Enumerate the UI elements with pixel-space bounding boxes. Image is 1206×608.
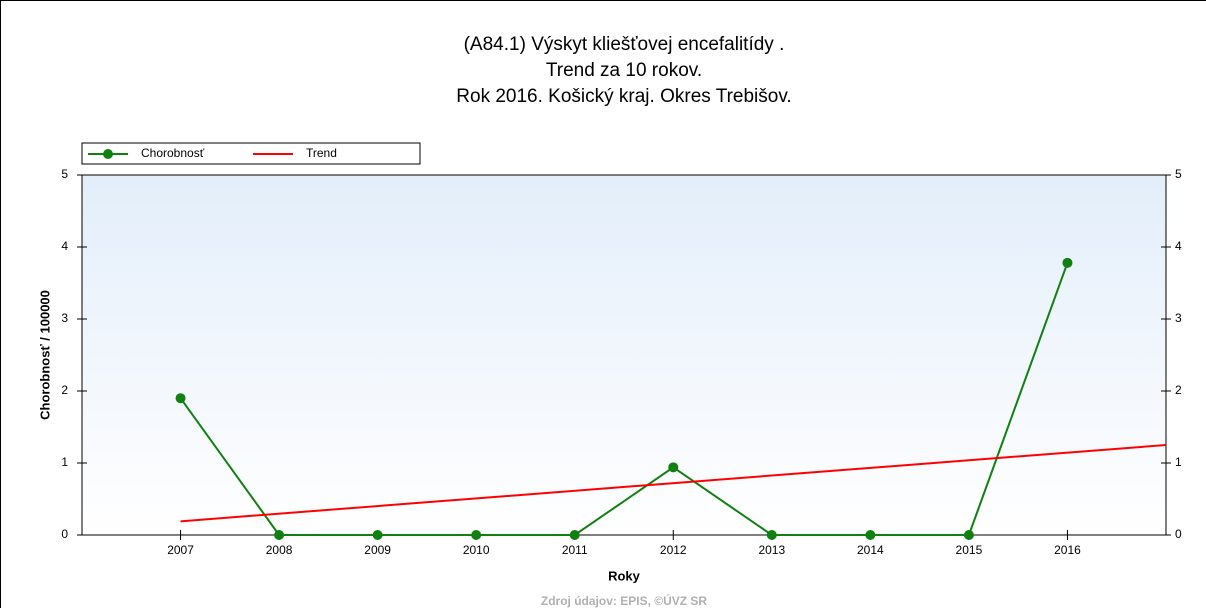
y2-tick-label: 2 [1175, 383, 1182, 397]
x-tick-label: 2016 [1054, 543, 1081, 557]
x-tick-label: 2011 [562, 543, 588, 557]
data-point [865, 530, 876, 540]
y-axis-label: Chorobnosť / 100000 [37, 290, 52, 420]
y2-tick-label: 5 [1175, 167, 1182, 181]
y-tick-label: 1 [61, 455, 68, 469]
y-tick-label: 2 [61, 383, 68, 397]
y2-tick-label: 0 [1175, 527, 1182, 541]
y-tick-label: 3 [61, 311, 68, 325]
data-point [175, 393, 186, 404]
series-line [180, 444, 1167, 523]
x-tick-label: 2010 [463, 543, 490, 557]
legend-marker [103, 149, 113, 159]
x-tick-label: 2012 [660, 543, 687, 557]
data-point [372, 530, 383, 540]
data-point [471, 530, 482, 540]
source-note: Zdroj údajov: EPIS, ©ÚVZ SR [541, 593, 708, 608]
x-tick-label: 2015 [956, 543, 983, 557]
x-tick-label: 2013 [758, 543, 785, 557]
data-point [274, 530, 285, 540]
data-point [1062, 257, 1073, 268]
data-point [766, 530, 777, 540]
y2-tick-label: 1 [1175, 455, 1182, 469]
series-line [179, 262, 1069, 536]
plot-area [81, 174, 1167, 536]
legend-box [81, 142, 421, 165]
chart-title: Rok 2016. Košický kraj. Okres Trebišov. [456, 86, 791, 107]
x-tick-label: 2008 [266, 543, 293, 557]
x-tick-label: 2014 [857, 543, 884, 557]
x-axis-label: Roky [608, 568, 641, 583]
x-tick-label: 2007 [167, 543, 194, 557]
y2-tick-label: 4 [1175, 239, 1182, 253]
data-point [963, 530, 974, 540]
y-tick-label: 5 [61, 167, 68, 181]
legend-label: Trend [306, 146, 337, 160]
data-point [569, 530, 580, 540]
y-tick-label: 0 [61, 527, 68, 541]
chart-title: Trend za 10 rokov. [546, 60, 702, 81]
chart-title: (A84.1) Výskyt kliešťovej encefalitídy . [464, 34, 785, 55]
legend-label: Chorobnosť [141, 146, 205, 160]
y-tick-label: 4 [61, 239, 68, 253]
x-tick-label: 2009 [364, 543, 391, 557]
data-point [668, 462, 679, 473]
y2-tick-label: 3 [1175, 311, 1182, 325]
